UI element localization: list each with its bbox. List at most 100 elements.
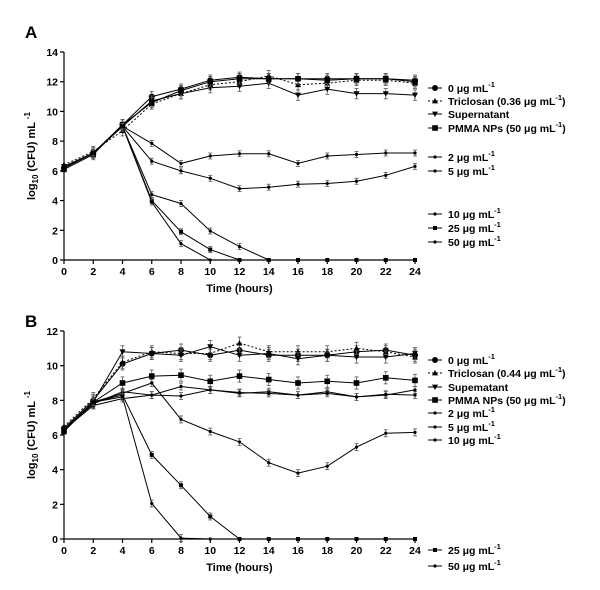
y-axis-title: log10 (CFU) mL -1 [23,390,40,478]
data-point [148,351,155,357]
legend-marker [433,169,437,173]
data-point [267,185,271,189]
y-tick-label: 0 [52,534,58,546]
x-tick-label: 14 [263,266,275,278]
y-tick-label: 10 [46,106,58,118]
series-line [63,396,415,540]
y-tick-label: 6 [52,166,58,178]
data-point [353,380,360,386]
x-tick-label: 0 [61,545,67,557]
data-point [150,393,154,397]
legend-marker [431,356,438,363]
legend-label: 0 μg mL-1 [448,352,495,367]
x-tick-label: 0 [61,266,67,278]
x-tick-label: 12 [234,266,246,278]
x-tick-label: 12 [234,545,246,557]
legend-item: PMMA NPs (50 μg mL-1) [428,392,566,407]
data-point [119,359,126,365]
data-point [412,92,418,99]
data-point [296,182,300,186]
data-point [237,245,242,249]
x-tick-label: 8 [178,266,184,278]
legend-item: Supematant [428,382,509,394]
data-point [412,78,418,85]
data-point [353,354,360,360]
data-point [382,75,389,82]
data-point [149,452,154,457]
data-point [265,75,272,82]
data-point [413,388,417,392]
legend-item: 50 μg mL-1 [428,234,501,249]
data-point [325,258,329,262]
data-point [382,354,389,360]
series-line [63,125,415,169]
panel-a-plot [61,70,418,262]
x-tick-label: 10 [204,545,216,557]
data-point [382,375,389,381]
data-point [237,258,242,262]
legend-marker [432,111,438,117]
data-point [353,75,360,82]
series-6 [62,122,417,193]
x-axis-title: Time (hours) [206,283,273,295]
data-point [325,181,329,186]
y-tick-label: 4 [52,196,58,208]
legend-item: 0 μg mL-1 [428,352,495,367]
series-8 [62,391,417,541]
data-point [412,377,418,384]
y-axis-title: log10 (CFU) mL -1 [23,111,40,199]
legend-marker [433,438,437,442]
series-3 [61,340,418,433]
data-point [150,381,154,385]
legend-label: Triclosan (0.36 μg mL-1) [448,93,566,108]
x-tick-label: 8 [178,545,184,557]
data-point [412,351,418,357]
x-tick-label: 14 [263,545,275,557]
data-point [208,537,212,541]
data-point [207,78,214,85]
legend-label: Supematant [448,382,509,394]
legend-item: Triclosan (0.36 μg mL-1) [428,93,566,108]
y-tick-label: 14 [46,47,58,59]
legend-label: 5 μg mL-1 [448,163,495,178]
data-point [208,176,212,180]
data-point [207,350,214,356]
legend-label: PMMA NPs (50 μg mL-1) [448,120,566,135]
data-point [207,344,214,350]
data-point [354,152,359,157]
x-axis-title: Time (hours) [206,562,273,574]
y-tick-label: 2 [52,225,58,237]
data-point [325,537,329,541]
legend-item: 10 μg mL-1 [428,206,501,221]
x-tick-label: 24 [409,266,421,278]
data-point [296,161,300,166]
legend-marker [433,548,437,552]
series-7 [62,122,417,262]
data-point [384,392,388,396]
data-point [179,201,183,206]
data-point [354,395,359,399]
series-line [63,125,416,190]
panel-b-label: B [25,312,37,331]
series-5 [62,122,417,170]
data-point [267,258,271,262]
data-point [354,258,359,262]
data-point [237,187,242,191]
y-tick-label: 4 [52,465,58,477]
data-point [62,428,66,432]
legend-item: 25 μg mL-1 [428,542,501,557]
data-point [120,395,125,399]
x-tick-label: 4 [120,266,126,278]
series-line [63,125,415,261]
legend-label: 50 μg mL-1 [448,234,501,249]
series-9 [62,392,417,542]
x-tick-label: 22 [380,545,392,557]
data-point [267,152,271,156]
data-point [150,159,154,163]
data-point [384,537,388,541]
data-point [324,378,331,385]
data-point [178,372,184,378]
legend-marker [432,370,438,376]
